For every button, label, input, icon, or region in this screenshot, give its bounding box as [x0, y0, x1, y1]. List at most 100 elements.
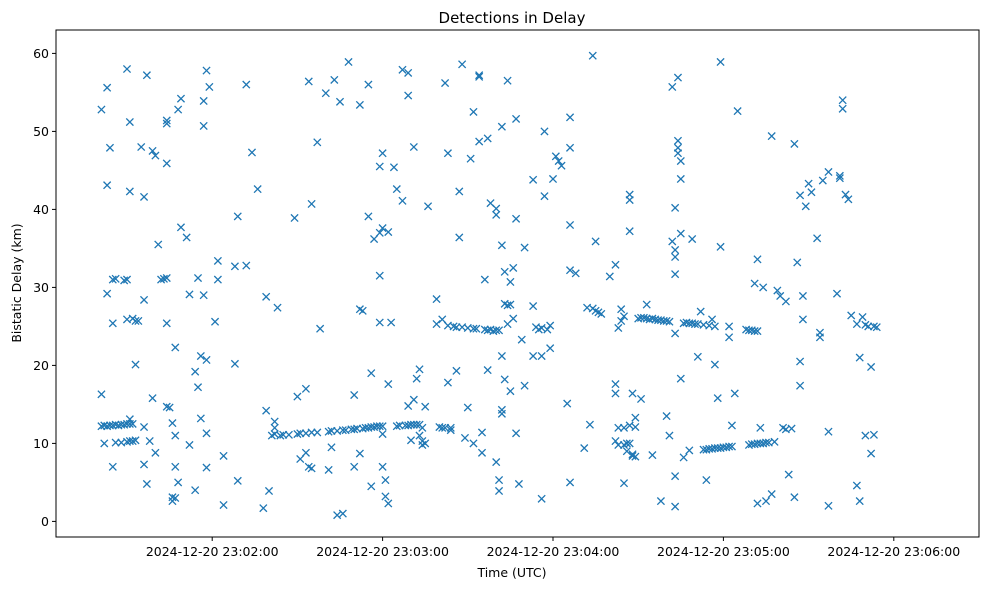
data-point: [193, 383, 203, 392]
data-point: [639, 313, 648, 322]
data-point: [176, 223, 186, 232]
data-point: [781, 297, 790, 306]
data-point: [162, 116, 171, 125]
data-point: [648, 314, 657, 323]
data-point: [202, 66, 211, 75]
data-point: [284, 430, 293, 439]
data-point: [676, 229, 685, 238]
data-point: [796, 357, 805, 366]
y-axis-ticks: 0 10 20 30 40 50 60: [33, 46, 56, 529]
data-point: [313, 138, 322, 147]
data-point: [242, 261, 251, 270]
data-point: [398, 196, 407, 205]
y-tick-label: 50: [33, 124, 49, 139]
data-point: [844, 195, 853, 204]
data-point: [807, 188, 816, 197]
data-point: [679, 453, 688, 462]
data-point: [676, 374, 685, 383]
data-point: [673, 149, 683, 158]
data-point: [628, 389, 637, 398]
data-point: [469, 439, 478, 448]
data-point: [108, 462, 117, 471]
data-point: [671, 472, 680, 481]
data-point: [855, 497, 864, 506]
data-point: [716, 242, 725, 251]
data-point: [688, 234, 697, 244]
data-point: [707, 315, 717, 324]
x-tick-label: 2024-12-20 23:05:00: [657, 544, 790, 559]
data-point: [387, 318, 396, 327]
data-point: [460, 433, 470, 442]
data-point: [375, 318, 384, 327]
data-point: [676, 174, 685, 184]
data-point: [869, 430, 878, 439]
data-point: [631, 413, 640, 422]
data-point: [375, 228, 384, 237]
data-point: [270, 423, 279, 432]
data-point: [480, 275, 489, 284]
data-point: [475, 137, 484, 146]
data-point: [540, 127, 549, 136]
data-point: [196, 414, 205, 423]
data-point: [375, 271, 384, 280]
data-point: [441, 78, 450, 88]
data-point: [506, 300, 515, 309]
data-point: [696, 307, 705, 316]
data-point: [466, 154, 475, 163]
data-point: [813, 234, 822, 243]
data-point: [585, 420, 594, 429]
data-point: [815, 333, 825, 342]
y-tick-label: 0: [41, 514, 49, 529]
data-point: [199, 121, 208, 130]
data-point: [134, 316, 143, 325]
data-point: [725, 322, 734, 331]
data-point: [617, 316, 626, 325]
data-point: [619, 312, 629, 321]
data-point: [665, 431, 674, 440]
data-point: [648, 451, 657, 460]
data-point: [381, 476, 390, 485]
data-point: [869, 322, 878, 331]
data-point: [423, 202, 433, 211]
data-point: [503, 301, 512, 310]
data-point: [671, 329, 680, 338]
data-point: [108, 319, 117, 328]
data-point: [421, 402, 430, 411]
data-point: [671, 252, 680, 262]
data-point: [344, 57, 353, 67]
data-point: [290, 213, 299, 223]
data-point: [824, 427, 833, 436]
data-point: [125, 187, 134, 196]
data-point: [108, 275, 117, 284]
data-point: [565, 478, 575, 487]
x-tick-label: 2024-12-20 23:06:00: [827, 544, 960, 559]
data-point: [131, 316, 140, 325]
data-point: [139, 460, 149, 469]
data-point: [500, 267, 509, 276]
data-point: [759, 283, 768, 292]
data-point: [767, 132, 776, 141]
data-point: [685, 446, 694, 455]
data-point: [264, 486, 274, 496]
data-point: [477, 428, 487, 437]
chart-title: Detections in Delay: [439, 9, 586, 27]
data-point: [503, 76, 512, 85]
data-point: [404, 68, 413, 77]
data-point: [730, 389, 739, 398]
data-point: [591, 237, 600, 246]
data-point: [233, 476, 242, 485]
data-point: [162, 402, 171, 411]
y-tick-label: 60: [33, 46, 49, 61]
data-point: [301, 448, 310, 457]
data-point: [625, 439, 634, 448]
x-tick-label: 2024-12-20 23:02:00: [146, 544, 279, 559]
data-point: [631, 422, 640, 432]
data-point: [636, 394, 646, 403]
data-point: [384, 380, 393, 389]
data-point: [125, 117, 134, 127]
data-point: [628, 451, 637, 460]
data-point: [512, 429, 521, 438]
data-point: [205, 82, 214, 91]
data-point: [733, 107, 742, 116]
